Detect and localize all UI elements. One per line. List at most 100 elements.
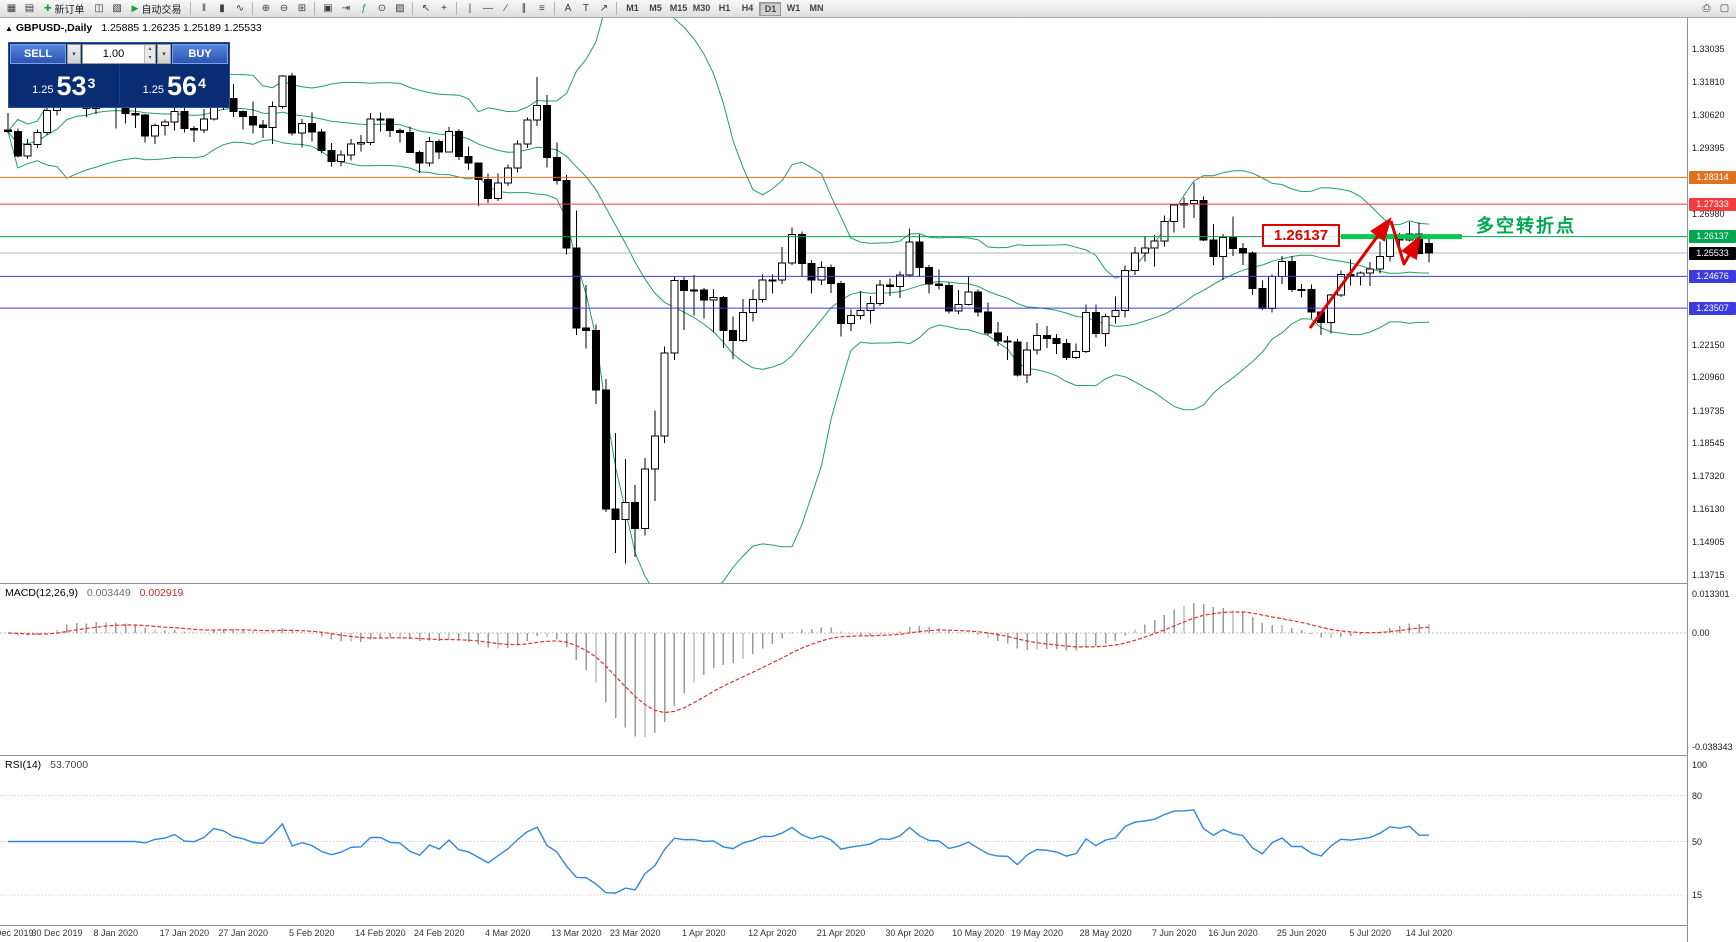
date-label: 1 Apr 2020 [682, 928, 726, 938]
horizontal-line-icon[interactable]: — [482, 3, 493, 14]
text-icon[interactable]: A [564, 3, 572, 14]
timeframe-m5-button[interactable]: M5 [649, 2, 662, 13]
new-chart-icon[interactable]: ▦ [6, 3, 17, 14]
crosshair-icon[interactable]: + [441, 3, 447, 14]
timeframe-h4-button[interactable]: H4 [741, 2, 754, 13]
volume-input[interactable] [83, 45, 144, 63]
toolbar: ▦ ▤ ✚ 新订单 ◫ ▧ ▶ 自动交易 ‖ ▮ ∿ ⊕ ⊖ ⊞ ▣ ⇥ ƒ ⊙ ▨ ↖ + | — ∕ ∥ ≡ A T ↗ M1 M5 M1… [0, 0, 1736, 18]
trendline-icon[interactable]: ∕ [505, 3, 507, 14]
channel-icon[interactable]: ∥ [521, 3, 527, 14]
fibonacci-icon[interactable]: ≡ [539, 3, 545, 14]
axis-separator [0, 925, 1736, 926]
auto-arrange-icon[interactable]: ▣ [323, 3, 333, 14]
profiles-icon[interactable]: ▤ [24, 3, 35, 14]
timeframe-m30-button[interactable]: M30 [692, 2, 711, 13]
printer-icon[interactable]: ⎙ [1702, 3, 1711, 14]
macd-pane[interactable] [0, 583, 1687, 755]
price-callout-box[interactable]: 1.26137 [1262, 224, 1340, 247]
chart-symbol-label: GBPUSD-,Daily [15, 22, 93, 34]
line-chart-icon[interactable]: ∿ [235, 3, 245, 14]
price-scale-label: 1.17320 [1692, 471, 1725, 482]
price-scale-label: 1.18545 [1692, 438, 1725, 449]
timeframe-w1-button[interactable]: W1 [786, 2, 801, 13]
buy-button[interactable]: BUY [172, 44, 228, 64]
price-scale-label: 1.19735 [1692, 405, 1725, 416]
indicators-icon[interactable]: ƒ [361, 3, 367, 14]
timeframe-m1-button[interactable]: M1 [626, 2, 639, 13]
templates-icon[interactable]: ▨ [395, 3, 405, 14]
ask-price[interactable]: 1.25 56 4 [118, 65, 230, 105]
autotrading-button-glyph: ▶ [131, 3, 139, 13]
bid-price[interactable]: 1.25 53 3 [9, 65, 119, 105]
volume-up-icon[interactable]: ▴ [145, 45, 155, 54]
price-scale-label: 1.13715 [1692, 569, 1725, 580]
candlestick-chart[interactable] [0, 18, 1687, 583]
cursor-icon[interactable]: ↖ [421, 3, 431, 14]
rsi-scale-label: 100 [1692, 760, 1708, 770]
volume-down-icon[interactable]: ▾ [145, 54, 155, 63]
turning-point-label[interactable]: 多空转折点 [1476, 216, 1576, 236]
periods-icon[interactable]: ⊙ [377, 3, 387, 14]
macd-chart[interactable] [0, 583, 1687, 755]
candlestick-chart-icon[interactable]: ▮ [219, 3, 225, 14]
arrows-tool-icon[interactable]: ↗ [599, 3, 609, 14]
sell-button[interactable]: SELL [10, 44, 66, 64]
bid-pipette: 3 [87, 75, 96, 91]
autotrading-button[interactable]: ▶ 自动交易 [127, 1, 187, 16]
timeframe-d1-button[interactable]: D1 [759, 1, 782, 16]
chart-ohlc-values: 1.25885 1.26235 1.25189 1.25533 [101, 22, 262, 34]
vertical-line-icon[interactable]: | [468, 3, 472, 14]
date-label: 12 Apr 2020 [748, 928, 797, 938]
toolbar-separator [314, 2, 316, 15]
current-price-tag: 1.25533 [1689, 246, 1736, 260]
toolbar-separator [616, 2, 618, 15]
rsi-scale-label: 15 [1692, 890, 1703, 901]
timeframe-h1-button[interactable]: H1 [718, 2, 731, 13]
zoom-in-icon[interactable]: ⊕ [261, 3, 271, 14]
market-watch-icon[interactable]: ◫ [94, 3, 104, 14]
autotrading-button-label: 自动交易 [141, 5, 182, 16]
main-chart-pane[interactable] [0, 18, 1687, 583]
date-label: 21 Apr 2020 [816, 928, 866, 938]
timeframe-mn-button[interactable]: MN [809, 2, 824, 13]
new-order-button-label: 新订单 [54, 5, 85, 16]
macd-scale-label: -0.038343 [1692, 741, 1733, 752]
level-price-tag: 1.28314 [1689, 170, 1736, 184]
new-order-button[interactable]: ✚ 新订单 [39, 1, 90, 16]
toolbar-separator [252, 2, 254, 15]
zoom-out-icon[interactable]: ⊖ [279, 3, 289, 14]
volume-stepper[interactable]: ▴ ▾ [144, 45, 155, 63]
date-label: 23 Mar 2020 [609, 928, 661, 938]
price-scale-label: 1.14905 [1692, 537, 1725, 548]
macd-scale-label: 0.00 [1692, 628, 1710, 638]
date-label: 24 Feb 2020 [413, 928, 465, 938]
window-list-icon[interactable]: ▢ [1719, 3, 1730, 14]
ask-prefix: 1.25 [142, 84, 165, 96]
price-scale-label: 1.33035 [1692, 44, 1725, 54]
macd-main-value: 0.003449 [86, 587, 131, 599]
chart-shift-icon[interactable]: ⇥ [341, 3, 351, 14]
date-label: 4 Mar 2020 [485, 928, 531, 938]
sell-dropdown-icon[interactable]: ▾ [67, 44, 81, 64]
price-scale[interactable]: 1.33035 1.31810 1.30620 1.29395 1.26980 1.221… [1687, 18, 1736, 942]
price-scale-label: 1.31810 [1692, 77, 1725, 88]
timeframe-m15-button[interactable]: M15 [669, 2, 688, 13]
date-label: 27 Jan 2020 [218, 928, 268, 938]
navigator-icon[interactable]: ▧ [112, 3, 122, 14]
date-label: 16 Jun 2020 [1208, 928, 1258, 938]
bar-chart-icon[interactable]: ‖ [201, 3, 207, 14]
buy-dropdown-icon[interactable]: ▾ [157, 44, 171, 64]
label-icon[interactable]: T [582, 3, 590, 14]
macd-header: MACD(12,26,9) 0.003449 0.002919 [5, 587, 183, 599]
date-label: 30 Dec 2019 [31, 928, 83, 938]
rsi-chart[interactable] [0, 755, 1687, 925]
price-scale-label: 1.16130 [1692, 503, 1725, 514]
rsi-scale-label: 80 [1692, 790, 1703, 801]
pane-separator[interactable] [0, 755, 1736, 756]
tile-windows-icon[interactable]: ⊞ [297, 3, 307, 14]
pane-separator[interactable] [0, 583, 1736, 584]
rsi-pane[interactable] [0, 755, 1687, 925]
ask-pipette: 4 [198, 75, 206, 91]
